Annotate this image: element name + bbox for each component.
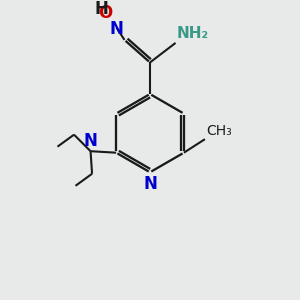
Text: H: H: [95, 0, 109, 18]
Text: NH₂: NH₂: [177, 26, 209, 41]
Text: N: N: [109, 20, 123, 38]
Text: N: N: [84, 132, 98, 150]
Text: N: N: [143, 175, 157, 193]
Text: CH₃: CH₃: [206, 124, 232, 138]
Text: O: O: [98, 4, 112, 22]
